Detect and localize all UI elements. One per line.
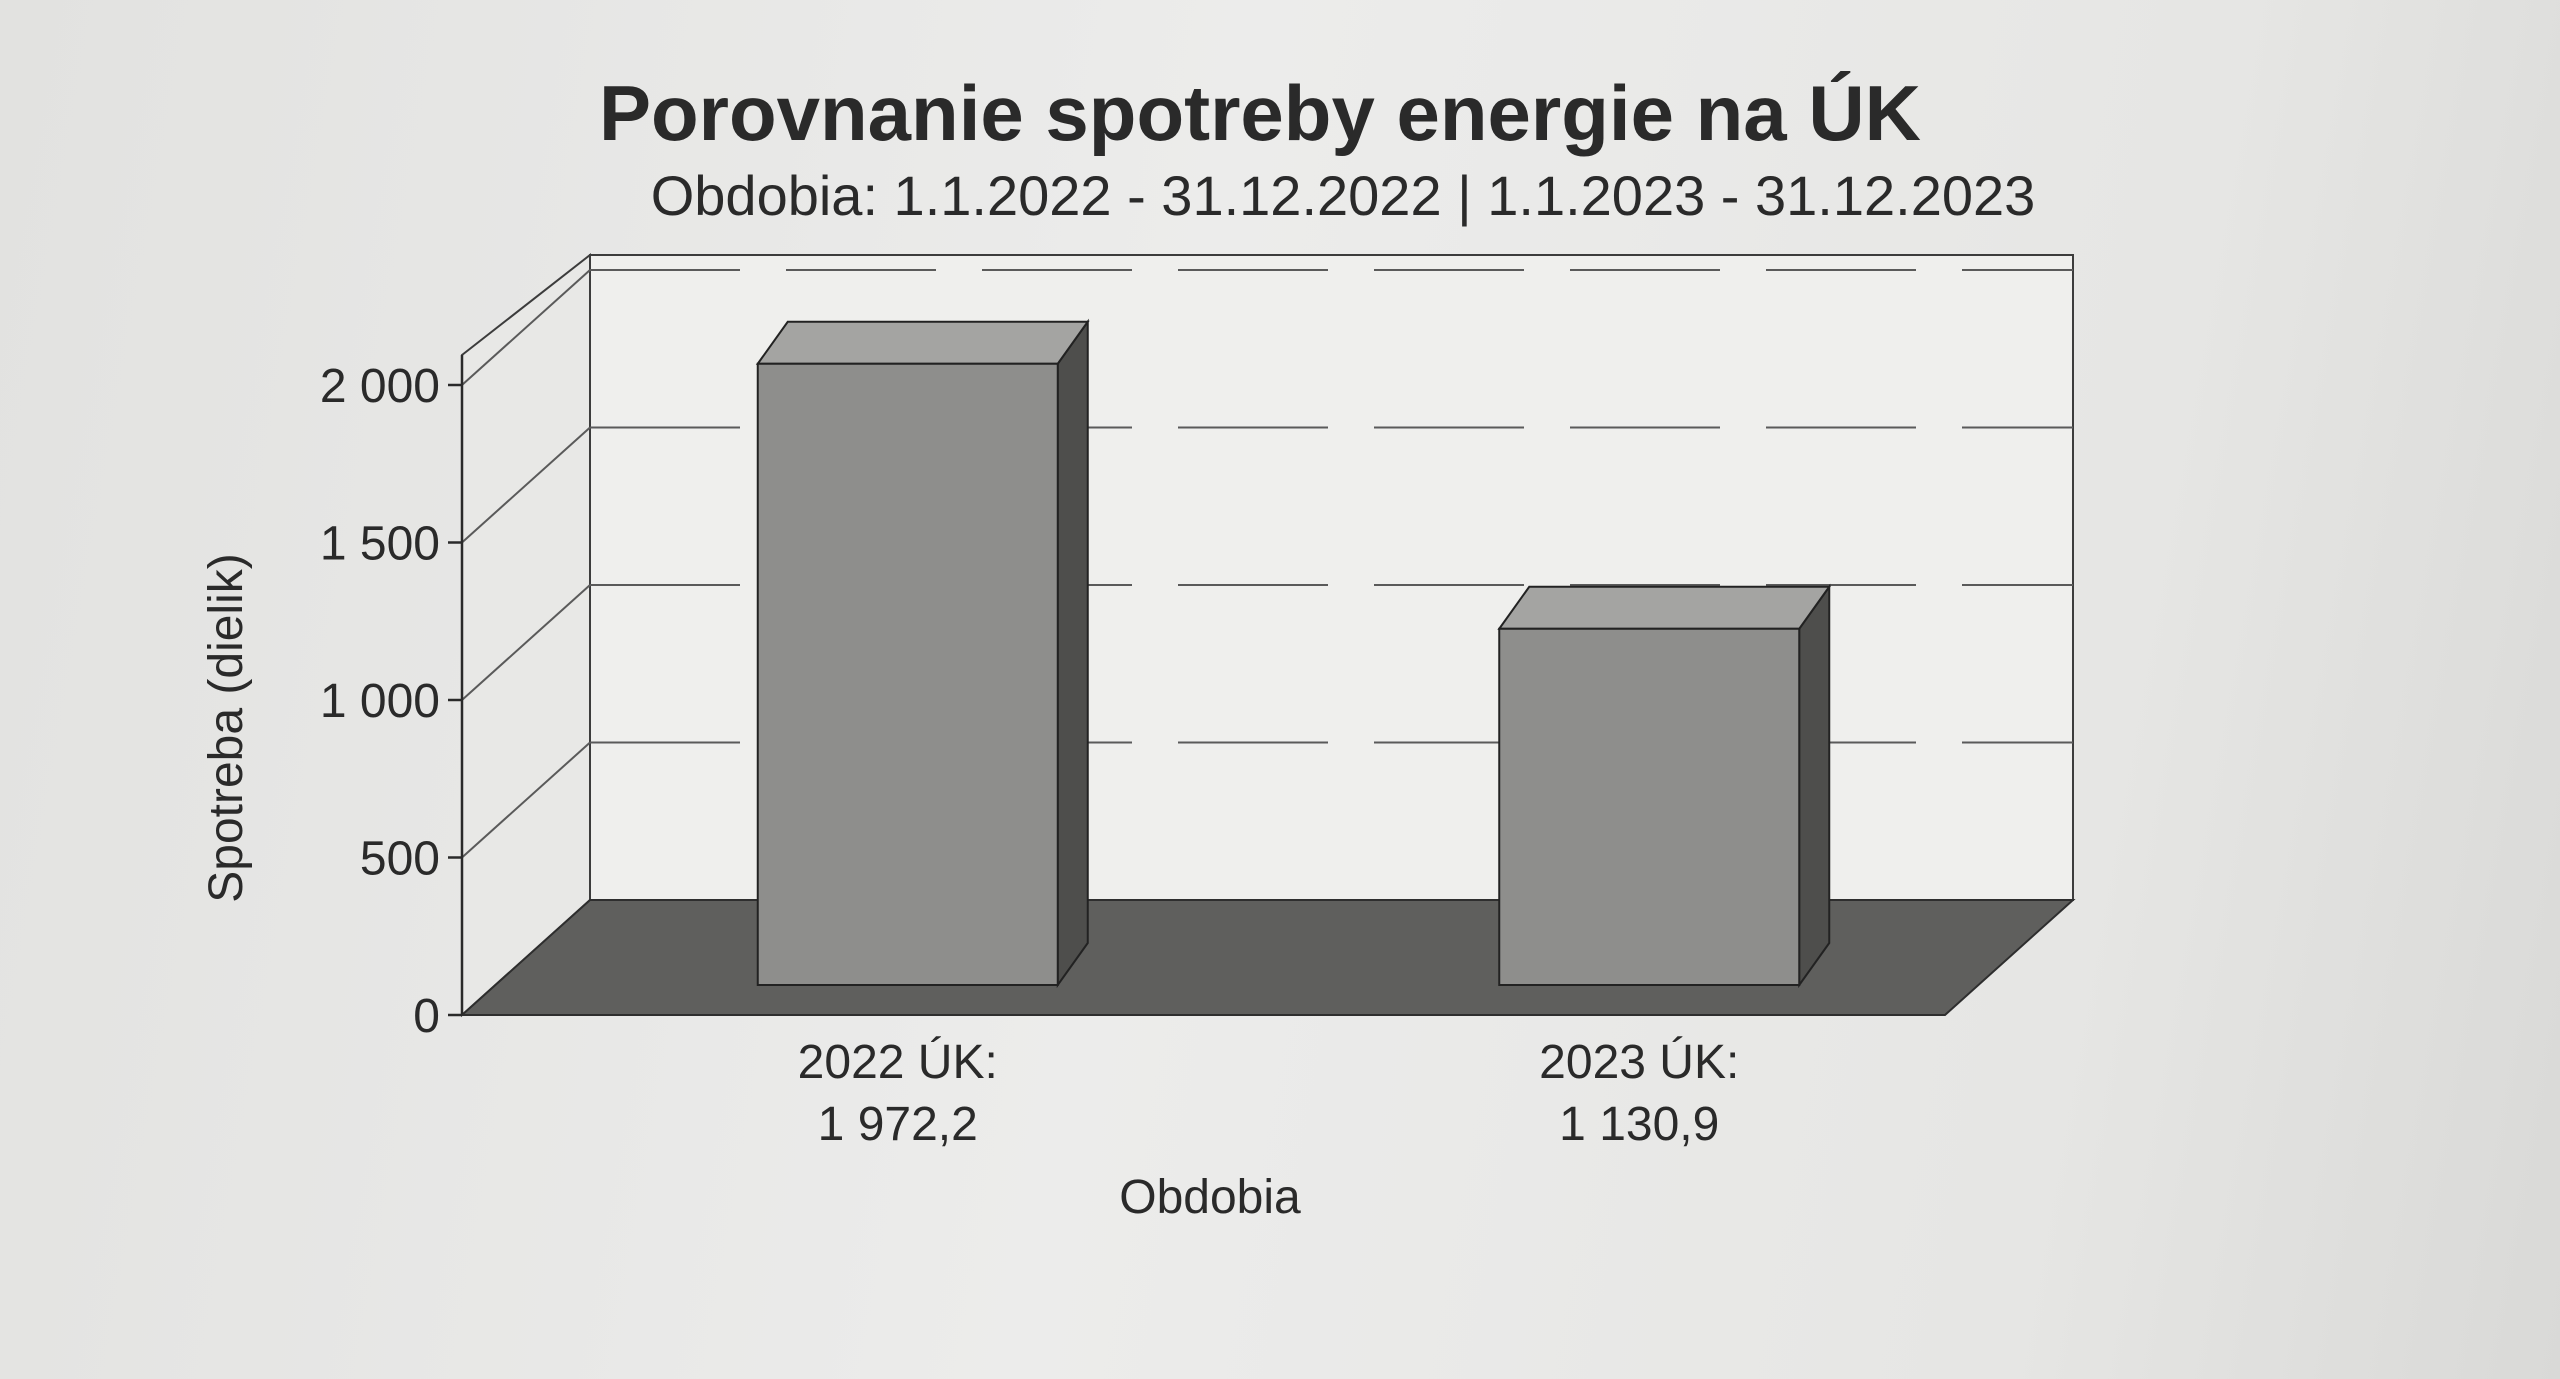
y-tick-label: 1 000 bbox=[320, 675, 440, 728]
bar bbox=[755, 318, 1090, 989]
chart-floor bbox=[459, 899, 2076, 1016]
y-tick-label: 500 bbox=[360, 833, 440, 886]
y-axis-title: Spotreba (dielik) bbox=[200, 553, 253, 903]
chart-title: Porovnanie spotreby energie na ÚK bbox=[599, 69, 1921, 157]
gridline-side bbox=[461, 426, 591, 544]
y-tick-label: 1 500 bbox=[320, 518, 440, 571]
x-category-label: 2022 ÚK: bbox=[798, 1035, 998, 1089]
bar-value-label: 1 972,2 bbox=[818, 1098, 978, 1151]
gridline-side bbox=[461, 741, 591, 859]
y-axis: 0 500 1 000 1 500 2 000 bbox=[320, 355, 464, 1043]
floor bbox=[459, 899, 2076, 1016]
y-tick-label: 2 000 bbox=[320, 360, 440, 413]
gridline-side bbox=[461, 584, 591, 701]
bar-side bbox=[1798, 583, 1831, 989]
bar bbox=[1497, 583, 1832, 989]
bar-top bbox=[1497, 585, 1832, 630]
x-category-label: 2023 ÚK: bbox=[1539, 1035, 1739, 1089]
bar-value-label: 1 130,9 bbox=[1559, 1098, 1719, 1151]
y-tick-label: 0 bbox=[413, 990, 440, 1043]
bar-front bbox=[756, 362, 1059, 986]
bar-front bbox=[1498, 627, 1801, 986]
chart-subtitle: Obdobia: 1.1.2022 - 31.12.2022 | 1.1.202… bbox=[651, 164, 2036, 227]
gridline-side bbox=[461, 269, 591, 386]
x-axis: 2022 ÚK: 1 972,2 2023 ÚK: 1 130,9 bbox=[798, 1035, 1740, 1151]
bars bbox=[755, 318, 1832, 989]
bar-side bbox=[1056, 318, 1089, 989]
bar-top bbox=[755, 320, 1090, 365]
x-axis-title: Obdobia bbox=[1119, 1171, 1301, 1224]
